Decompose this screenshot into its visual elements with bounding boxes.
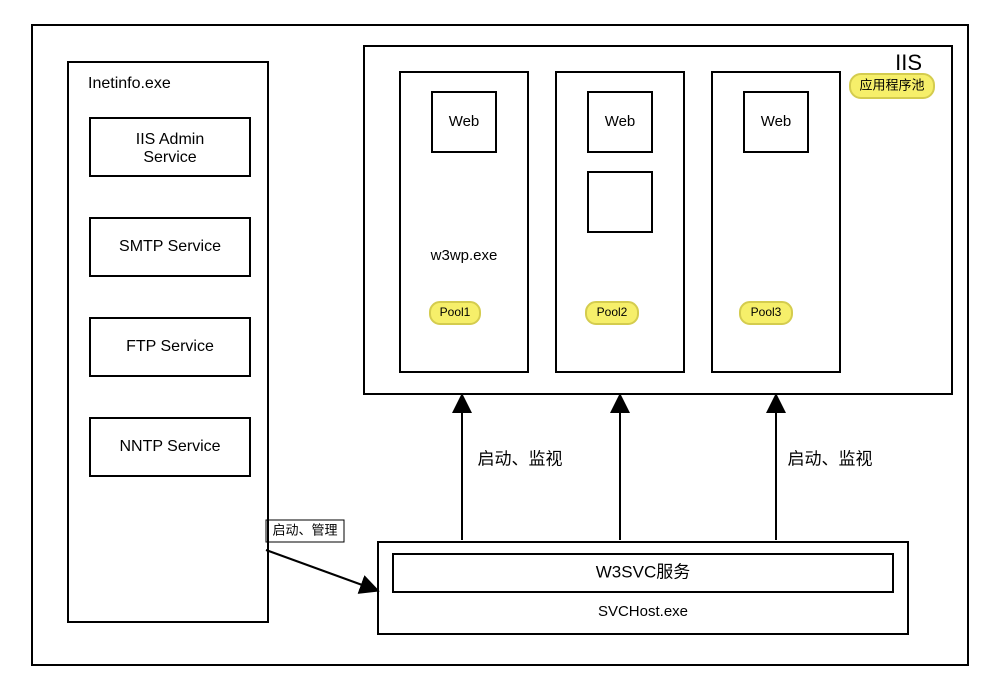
web-label: Web — [761, 113, 792, 130]
svchost-group: W3SVC服务 SVCHost.exe — [378, 542, 908, 634]
pool-badge: Pool3 — [751, 305, 782, 319]
monitor-label-left: 启动、监视 — [478, 449, 563, 468]
w3svc-label: W3SVC服务 — [596, 562, 690, 581]
app-pool-badge: 应用程序池 — [859, 77, 924, 92]
iis-title: IIS — [895, 50, 922, 75]
inetinfo-group: Inetinfo.exe IIS Admin Service SMTP Serv… — [68, 62, 268, 622]
service-ftp: FTP Service — [90, 318, 250, 376]
pool-3: Web Pool3 — [712, 72, 840, 372]
pool-badge: Pool2 — [597, 305, 628, 319]
service-smtp: SMTP Service — [90, 218, 250, 276]
edge-manage: 启动、管理 — [266, 520, 376, 590]
w3wp-label: w3wp.exe — [430, 247, 498, 264]
web-block — [588, 172, 652, 232]
web-label: Web — [449, 113, 480, 130]
service-label: IIS Admin — [136, 131, 204, 148]
edge-monitor: 启动、监视 启动、监视 — [462, 397, 873, 540]
arrow-manage — [266, 550, 376, 590]
svchost-box — [378, 542, 908, 634]
service-nntp: NNTP Service — [90, 418, 250, 476]
service-label: FTP Service — [126, 338, 214, 355]
service-label: NNTP Service — [119, 438, 220, 455]
service-iis-admin: IIS Admin Service — [90, 118, 250, 176]
service-label: Service — [143, 149, 196, 166]
iis-container: IIS 应用程序池 Web w3wp.exe Pool1 Web Pool2 W… — [364, 46, 952, 394]
pool-badge: Pool1 — [440, 305, 471, 319]
manage-label: 启动、管理 — [272, 522, 337, 537]
web-label: Web — [605, 113, 636, 130]
monitor-label-right: 启动、监视 — [788, 449, 873, 468]
svchost-label: SVCHost.exe — [598, 603, 688, 620]
inetinfo-title: Inetinfo.exe — [88, 75, 171, 92]
pool-1: Web w3wp.exe Pool1 — [400, 72, 528, 372]
pool-2: Web Pool2 — [556, 72, 684, 372]
service-label: SMTP Service — [119, 238, 221, 255]
